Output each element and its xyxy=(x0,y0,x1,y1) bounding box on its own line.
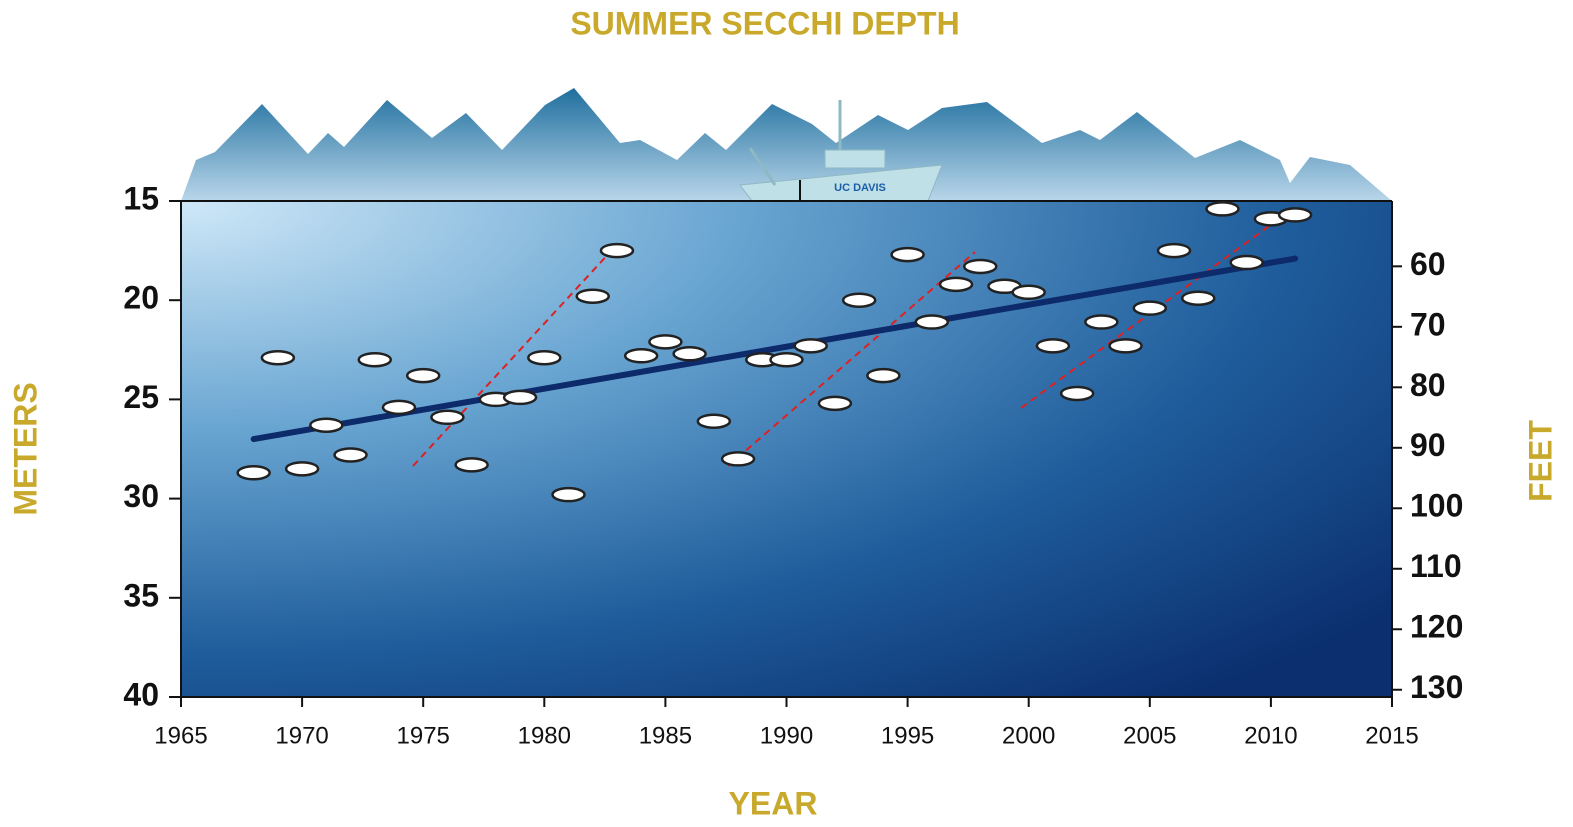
secchi-disk xyxy=(284,461,320,477)
y-tick-label: 15 xyxy=(123,180,159,216)
x-tick-label: 1990 xyxy=(760,722,813,749)
mountains xyxy=(181,88,1392,201)
secchi-disk xyxy=(623,348,659,364)
secchi-disk xyxy=(1156,242,1192,259)
secchi-disk xyxy=(720,451,756,467)
y-tick-label: 30 xyxy=(123,478,159,514)
secchi-disk xyxy=(551,486,586,503)
x-axis-label: YEAR xyxy=(729,785,818,821)
x-tick-label: 1980 xyxy=(518,722,571,749)
secchi-disk xyxy=(817,395,853,412)
secchi-disk xyxy=(1084,314,1119,330)
secchi-disk xyxy=(357,351,393,368)
secchi-disk xyxy=(1059,385,1095,402)
secchi-disk xyxy=(672,346,707,362)
secchi-disk xyxy=(309,417,344,433)
secchi-disk xyxy=(236,465,271,481)
x-tick-label: 1965 xyxy=(154,722,207,749)
x-tick-label: 1985 xyxy=(639,722,692,749)
secchi-disk xyxy=(914,314,950,330)
x-tick-label: 2000 xyxy=(1002,722,1055,749)
secchi-disk xyxy=(841,292,877,308)
secchi-disk xyxy=(575,288,610,304)
x-tick-label: 2010 xyxy=(1244,722,1297,749)
y2-tick-label: 110 xyxy=(1410,548,1462,584)
secchi-disk xyxy=(502,389,538,406)
secchi-disk xyxy=(1205,201,1240,217)
secchi-disk xyxy=(430,409,465,426)
y2-tick-label: 130 xyxy=(1410,669,1463,705)
y2-axis-label: FEET xyxy=(1522,420,1558,502)
secchi-disk xyxy=(1108,338,1143,354)
secchi-disk xyxy=(527,349,562,366)
y2-tick-label: 80 xyxy=(1410,367,1446,403)
x-tick-label: 1975 xyxy=(397,722,450,749)
x-tick-label: 1970 xyxy=(275,722,328,749)
secchi-disk xyxy=(1180,290,1216,306)
secchi-disk xyxy=(260,349,296,366)
y-tick-label: 35 xyxy=(123,577,159,613)
secchi-disk xyxy=(769,351,804,368)
secchi-disk xyxy=(1132,300,1168,316)
secchi-disk xyxy=(1011,284,1046,301)
secchi-disk xyxy=(1277,207,1313,223)
x-tick-label: 1995 xyxy=(881,722,934,749)
secchi-disk xyxy=(1229,254,1264,271)
secchi-disk xyxy=(963,258,998,275)
secchi-disk xyxy=(333,447,368,463)
x-tick-label: 2005 xyxy=(1123,722,1176,749)
trend-line xyxy=(250,255,1299,443)
secchi-disk xyxy=(648,334,683,350)
secchi-disk xyxy=(938,276,974,293)
secchi-disk xyxy=(793,338,828,354)
secchi-disk xyxy=(454,457,489,473)
boat: UC DAVIS xyxy=(739,100,943,202)
secchi-disk xyxy=(696,413,732,429)
secchi-disk xyxy=(381,399,417,416)
y-tick-label: 40 xyxy=(123,676,159,712)
y-axis-label: METERS xyxy=(7,382,43,515)
y-tick-label: 20 xyxy=(123,280,159,316)
y2-tick-label: 90 xyxy=(1410,427,1446,463)
secchi-disk xyxy=(1035,338,1071,354)
y2-tick-label: 60 xyxy=(1410,246,1446,282)
secchi-disk xyxy=(890,246,925,263)
y2-tick-label: 100 xyxy=(1410,488,1463,524)
secchi-disk xyxy=(866,367,901,384)
chart-title: SUMMER SECCHI DEPTH xyxy=(570,5,959,41)
y2-tick-label: 70 xyxy=(1410,306,1446,342)
boat-label: UC DAVIS xyxy=(834,182,886,194)
secchi-disk xyxy=(599,242,635,259)
x-tick-label: 2015 xyxy=(1365,722,1418,749)
y-tick-label: 25 xyxy=(123,379,159,415)
secchi-disk xyxy=(405,367,441,384)
y2-tick-label: 120 xyxy=(1410,609,1463,645)
